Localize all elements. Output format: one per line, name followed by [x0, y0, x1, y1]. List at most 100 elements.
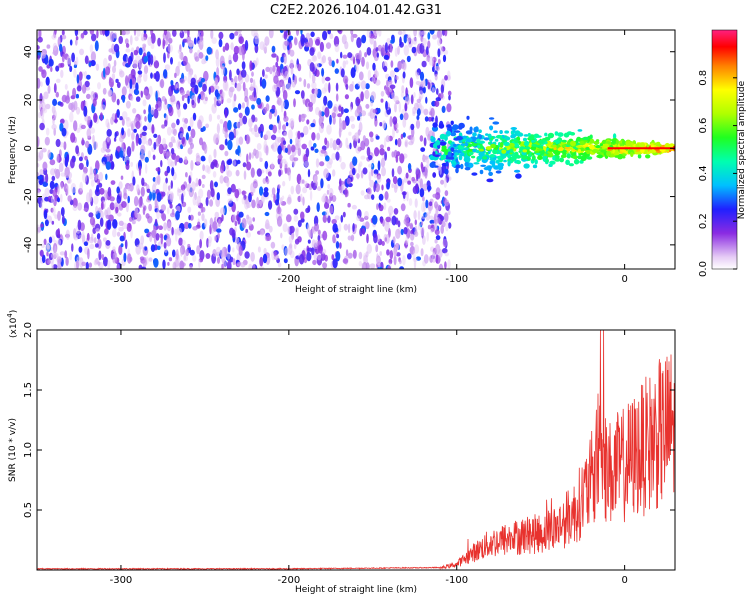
- noise-cell: [213, 148, 217, 159]
- noise-cell: [313, 143, 317, 148]
- noise-cell: [163, 242, 167, 249]
- noise-cell: [168, 257, 173, 262]
- noise-cell: [395, 75, 399, 80]
- noise-cell: [76, 74, 80, 84]
- signal-cell: [554, 131, 559, 136]
- signal-cell: [458, 122, 465, 129]
- noise-cell: [232, 159, 238, 167]
- noise-cell: [121, 118, 125, 126]
- noise-cell: [329, 33, 334, 40]
- noise-cell: [427, 116, 433, 122]
- noise-cell: [194, 56, 200, 62]
- noise-cell: [300, 90, 305, 99]
- signal-cell: [531, 139, 535, 143]
- noise-cell: [209, 199, 214, 207]
- signal-cell: [621, 149, 626, 153]
- noise-cell: [234, 188, 240, 199]
- noise-cell: [318, 244, 323, 254]
- signal-cell: [613, 152, 620, 156]
- colorbar-ticks: 0.00.20.40.60.8: [698, 70, 737, 277]
- spectrogram-cells: [37, 30, 675, 269]
- signal-cell: [439, 133, 446, 140]
- noise-cell: [136, 76, 142, 84]
- noise-cell: [392, 176, 398, 185]
- noise-cell: [383, 65, 388, 72]
- noise-cell: [76, 256, 81, 262]
- noise-cell: [283, 245, 288, 256]
- noise-cell: [343, 223, 349, 231]
- signal-cell: [495, 170, 502, 174]
- noise-cell: [238, 112, 243, 119]
- noise-cell: [309, 93, 313, 99]
- noise-cell: [179, 132, 184, 139]
- noise-cell: [200, 77, 206, 83]
- noise-cell: [114, 131, 117, 139]
- noise-cell: [93, 195, 99, 205]
- noise-cell: [322, 214, 327, 223]
- noise-cell: [147, 138, 153, 146]
- noise-cell: [301, 143, 308, 150]
- noise-cell: [431, 87, 435, 93]
- noise-cell: [271, 143, 275, 151]
- noise-cell: [399, 153, 405, 164]
- noise-cell: [370, 91, 376, 101]
- noise-cell: [241, 190, 247, 195]
- signal-cell: [471, 172, 478, 176]
- noise-cell: [240, 261, 246, 268]
- noise-cell: [213, 133, 219, 144]
- noise-cell: [448, 95, 451, 101]
- noise-cell: [168, 141, 173, 148]
- noise-cell: [445, 221, 449, 232]
- signal-cell: [510, 127, 518, 130]
- noise-cell: [269, 66, 273, 75]
- noise-cell: [119, 135, 124, 143]
- noise-cell: [252, 264, 256, 269]
- noise-cell: [141, 177, 145, 186]
- noise-cell: [248, 192, 252, 203]
- noise-cell: [444, 213, 449, 221]
- noise-cell: [198, 188, 204, 199]
- signal-cell: [549, 160, 556, 165]
- noise-cell: [232, 214, 237, 223]
- noise-cell: [368, 163, 373, 168]
- noise-cell: [214, 97, 217, 108]
- noise-cell: [54, 253, 59, 258]
- noise-cell: [400, 133, 404, 140]
- noise-cell: [179, 193, 182, 201]
- noise-cell: [37, 77, 41, 89]
- x-tick-label: -100: [445, 575, 468, 586]
- noise-cell: [40, 52, 46, 59]
- noise-cell: [404, 214, 410, 224]
- signal-cell: [621, 155, 626, 159]
- snr-panel: -300 -200 -100 0 0.51.01.52.0 Height of str…: [6, 310, 676, 595]
- noise-cell: [267, 171, 272, 177]
- noise-cell: [408, 198, 413, 206]
- noise-cell: [399, 259, 402, 265]
- noise-cell: [435, 243, 441, 255]
- noise-cell: [120, 243, 124, 248]
- noise-cell: [322, 55, 326, 64]
- noise-cell: [332, 116, 336, 125]
- noise-cell: [174, 155, 178, 166]
- noise-cell: [255, 57, 259, 66]
- noise-cell: [277, 262, 282, 268]
- noise-cell: [116, 231, 121, 237]
- noise-cell: [184, 118, 189, 124]
- noise-cell: [318, 116, 323, 127]
- noise-cell: [374, 117, 378, 127]
- noise-cell: [315, 69, 320, 77]
- noise-cell: [135, 82, 139, 92]
- noise-cell: [38, 30, 42, 39]
- noise-cell: [375, 183, 380, 193]
- noise-cell: [227, 120, 232, 131]
- noise-cell: [227, 251, 231, 260]
- noise-cell: [380, 90, 385, 97]
- noise-cell: [167, 158, 173, 167]
- noise-cell: [288, 235, 293, 244]
- noise-cell: [53, 110, 57, 119]
- noise-cell: [46, 244, 51, 250]
- noise-cell: [153, 133, 158, 138]
- noise-cell: [410, 229, 414, 235]
- noise-cell: [262, 253, 268, 264]
